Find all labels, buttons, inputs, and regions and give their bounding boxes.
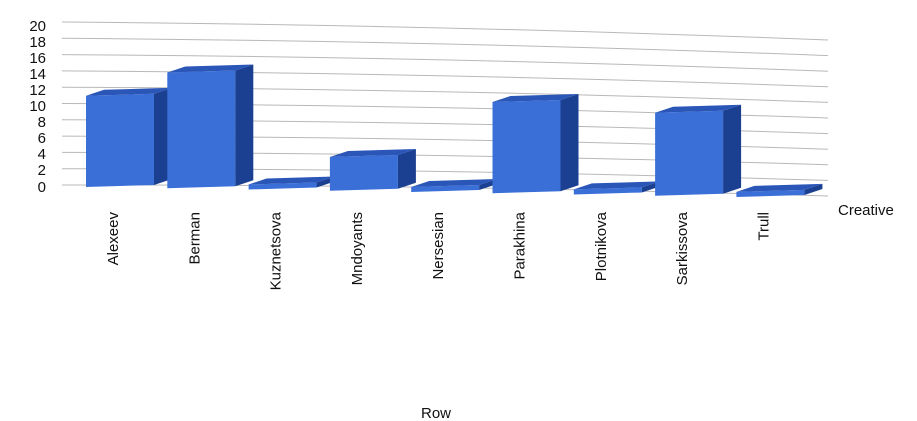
bar-layer (86, 64, 823, 197)
x-tick-label-kuznetsova: Kuznetsova (268, 211, 285, 290)
bar-top (248, 176, 335, 185)
bar-side (804, 183, 823, 195)
bar-front (655, 110, 724, 196)
bar-front (86, 93, 154, 187)
bar-front (573, 187, 642, 195)
bar-berman (167, 64, 254, 189)
x-axis-ticks: Alexeev Berman Kuznetsova Mndoyants Nersesia… (105, 211, 772, 290)
bar-top (329, 148, 416, 157)
x-tick-label-trull: Trull (755, 212, 772, 241)
x-tick-label-mndoyants: Mndoyants (349, 212, 366, 285)
bar-top (167, 64, 254, 73)
bar-top (736, 183, 823, 192)
x-tick-label-plotnikova: Plotnikova (593, 211, 610, 281)
y-tick-label-2: 2 (38, 162, 46, 179)
bar-front (167, 70, 236, 189)
y-tick-label-14: 14 (29, 66, 46, 83)
y-tick-label-6: 6 (38, 130, 46, 147)
bar-side (723, 104, 742, 194)
bar-top (411, 179, 498, 187)
y-tick-label-20: 20 (29, 18, 46, 35)
y-tick-label-0: 0 (38, 179, 46, 196)
x-tick-label-parakhina: Parakhina (512, 211, 529, 279)
x-tick-label-alexeev: Alexeev (105, 212, 122, 266)
bar-parakhina (492, 94, 579, 194)
x-tick-label-nersesian: Nersesian (430, 212, 447, 280)
gridline-20 (61, 21, 829, 41)
bar-side (397, 148, 416, 189)
x-tick-label-sarkissova: Sarkissova (674, 211, 691, 285)
y-tick-label-16: 16 (29, 50, 46, 67)
bar-alexeev (86, 87, 172, 187)
gridline-18 (61, 37, 829, 57)
y-tick-label-18: 18 (29, 34, 46, 51)
gridline-16 (61, 54, 829, 72)
series-label: Creative (838, 202, 894, 219)
y-tick-label-10: 10 (29, 98, 46, 115)
y-tick-label-4: 4 (38, 146, 46, 163)
bar-side (235, 64, 254, 187)
bar-front (736, 189, 805, 197)
x-tick-label-berman: Berman (186, 212, 203, 265)
bar-mndoyants (329, 148, 416, 191)
bar-plotnikova (573, 181, 660, 195)
bar-front (492, 100, 561, 194)
y-tick-label-12: 12 (29, 82, 46, 99)
bar-nersesian (411, 179, 498, 192)
bar-kuznetsova (248, 176, 335, 190)
bar-top (655, 104, 742, 113)
bar-sarkissova (655, 104, 742, 196)
y-tick-label-8: 8 (38, 114, 46, 131)
bar-front (411, 185, 480, 192)
bar-top (86, 87, 172, 96)
bar-front (329, 154, 398, 191)
bar-top (492, 94, 579, 103)
bar-side (560, 94, 579, 192)
x-axis-title: Row (421, 405, 451, 421)
bar-trull (736, 183, 823, 197)
bar-front (248, 182, 317, 190)
bar-top (573, 181, 660, 190)
